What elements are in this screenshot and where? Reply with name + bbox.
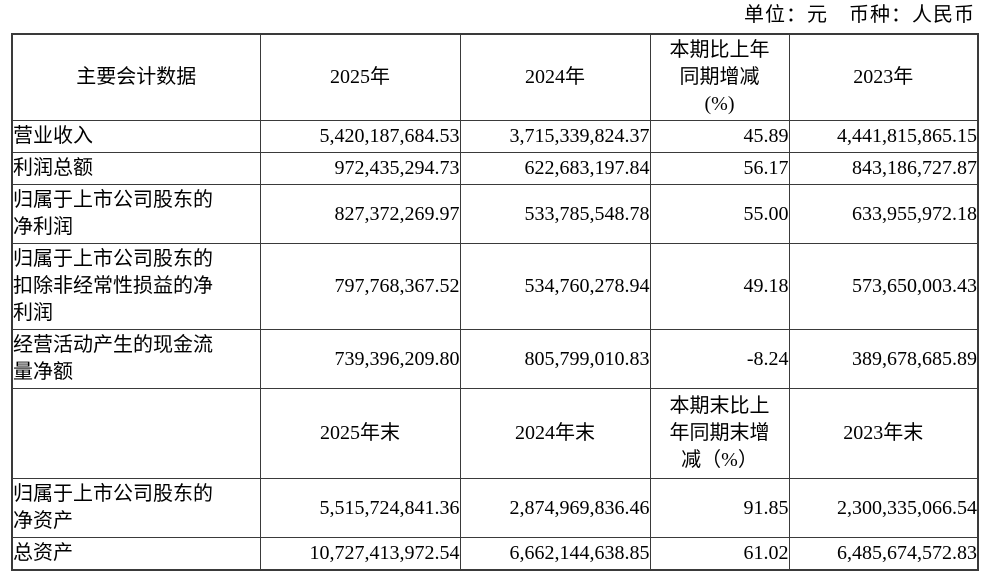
value-cell: 805,799,010.83 [459,329,651,389]
value-cell: 6,485,674,572.83 [788,537,979,571]
table-row: 归属于上市公司股东的 净资产 5,515,724,841.36 2,874,969,… [11,478,979,538]
header-col-cell: 2024年 [459,33,651,121]
header-col-cell: 2025年末 [259,388,461,479]
row-label-cell: 归属于上市公司股东的 扣除非经常性损益的净 利润 [11,243,261,330]
unit-currency-label: 单位：元 币种：人民币 [744,4,975,26]
value-cell: 827,372,269.97 [259,184,461,244]
key-accounting-data-table: 主要会计数据 2025年 2024年 本期比上年 同期增减 (%) 2023年 营业收入 5… [11,33,979,571]
value-cell: 91.85 [649,478,790,538]
header-label-cell [11,388,261,479]
header-col-cell: 2025年 [259,33,461,121]
row-label-cell: 归属于上市公司股东的 净利润 [11,184,261,244]
value-cell: 573,650,003.43 [788,243,979,330]
header-col-cell: 2023年末 [788,388,979,479]
table-row: 经营活动产生的现金流 量净额 739,396,209.80 805,799,010.… [11,329,979,389]
header-col-cell: 2023年 [788,33,979,121]
table-header-row: 2025年末 2024年末 本期末比上 年同期末增 减（%） 2023年末 [11,388,979,479]
value-cell: 45.89 [649,120,790,153]
row-label-cell: 利润总额 [11,152,261,185]
value-cell: 797,768,367.52 [259,243,461,330]
value-cell: 739,396,209.80 [259,329,461,389]
header-label-cell: 主要会计数据 [11,33,261,121]
value-cell: 533,785,548.78 [459,184,651,244]
value-cell: 5,420,187,684.53 [259,120,461,153]
value-cell: 10,727,413,972.54 [259,537,461,571]
table-row: 归属于上市公司股东的 净利润 827,372,269.97 533,785,548.… [11,184,979,244]
table-row: 利润总额 972,435,294.73 622,683,197.84 56.17 843… [11,152,979,185]
table-row: 总资产 10,727,413,972.54 6,662,144,638.85 61.0… [11,537,979,571]
header-col-cell: 2024年末 [459,388,651,479]
value-cell: 633,955,972.18 [788,184,979,244]
value-cell: 5,515,724,841.36 [259,478,461,538]
value-cell: 534,760,278.94 [459,243,651,330]
value-cell: 6,662,144,638.85 [459,537,651,571]
value-cell: 622,683,197.84 [459,152,651,185]
value-cell: 56.17 [649,152,790,185]
row-label-cell: 总资产 [11,537,261,571]
value-cell: 843,186,727.87 [788,152,979,185]
value-cell: 2,300,335,066.54 [788,478,979,538]
value-cell: 3,715,339,824.37 [459,120,651,153]
table-row: 营业收入 5,420,187,684.53 3,715,339,824.37 45.8… [11,120,979,153]
table-row: 归属于上市公司股东的 扣除非经常性损益的净 利润 797,768,367.52 53… [11,243,979,330]
row-label-cell: 营业收入 [11,120,261,153]
value-cell: 55.00 [649,184,790,244]
value-cell: 972,435,294.73 [259,152,461,185]
value-cell: 49.18 [649,243,790,330]
value-cell: 389,678,685.89 [788,329,979,389]
value-cell: -8.24 [649,329,790,389]
header-col-cell: 本期比上年 同期增减 (%) [649,33,790,121]
header-col-cell: 本期末比上 年同期末增 减（%） [649,388,790,479]
row-label-cell: 经营活动产生的现金流 量净额 [11,329,261,389]
table-header-row: 主要会计数据 2025年 2024年 本期比上年 同期增减 (%) 2023年 [11,33,979,121]
value-cell: 2,874,969,836.46 [459,478,651,538]
value-cell: 61.02 [649,537,790,571]
row-label-cell: 归属于上市公司股东的 净资产 [11,478,261,538]
value-cell: 4,441,815,865.15 [788,120,979,153]
